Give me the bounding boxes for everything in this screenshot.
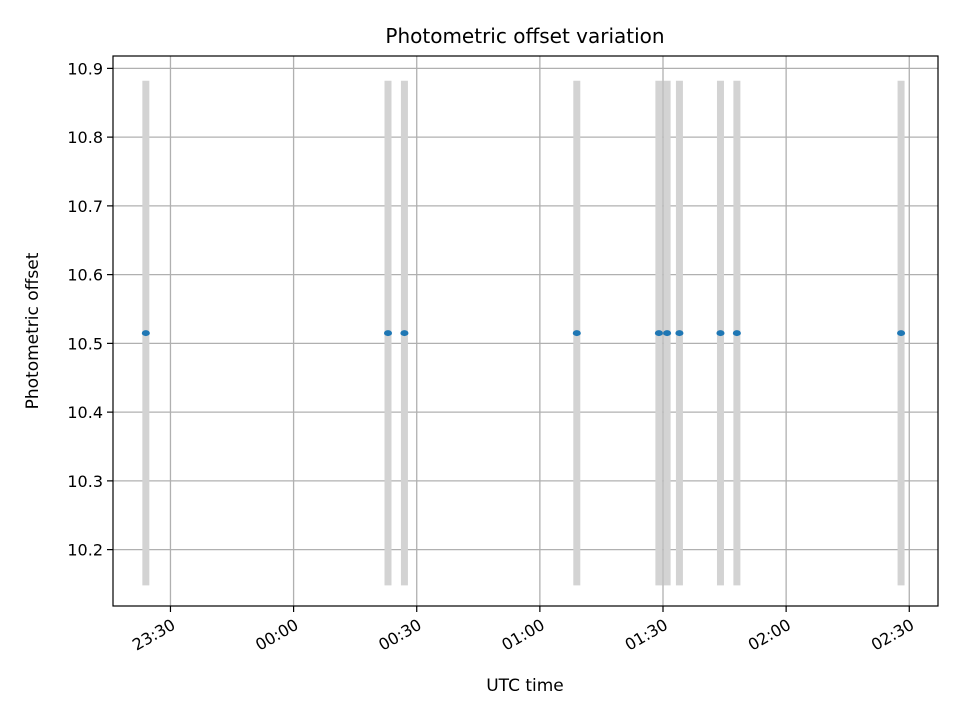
data-point [141,330,150,337]
data-point [400,330,409,337]
data-point [897,330,906,337]
chart-title: Photometric offset variation [385,24,664,48]
data-point [716,330,725,337]
data-point [654,330,663,337]
grid [113,56,938,606]
y-axis-label: Photometric offset [23,252,43,409]
y-axis: 10.2 10.3 10.4 10.5 10.6 10.7 10.8 10.9 [67,59,113,560]
data-point [663,330,672,337]
data-point [732,330,741,337]
y-tick-label: 10.8 [67,128,103,147]
x-axis-label: UTC time [486,676,564,696]
y-tick-label: 10.4 [67,403,103,422]
data-point [384,330,392,337]
y-tick-label: 10.5 [67,334,103,353]
plot-frame [112,55,939,607]
data-points [141,330,906,337]
y-tick-label: 10.2 [67,541,103,560]
y-tick-label: 10.6 [67,266,103,285]
y-tick-label: 10.9 [67,59,103,78]
data-point [675,330,684,337]
y-tick-label: 10.7 [67,197,103,216]
data-point [572,330,581,337]
y-tick-label: 10.3 [67,472,103,491]
